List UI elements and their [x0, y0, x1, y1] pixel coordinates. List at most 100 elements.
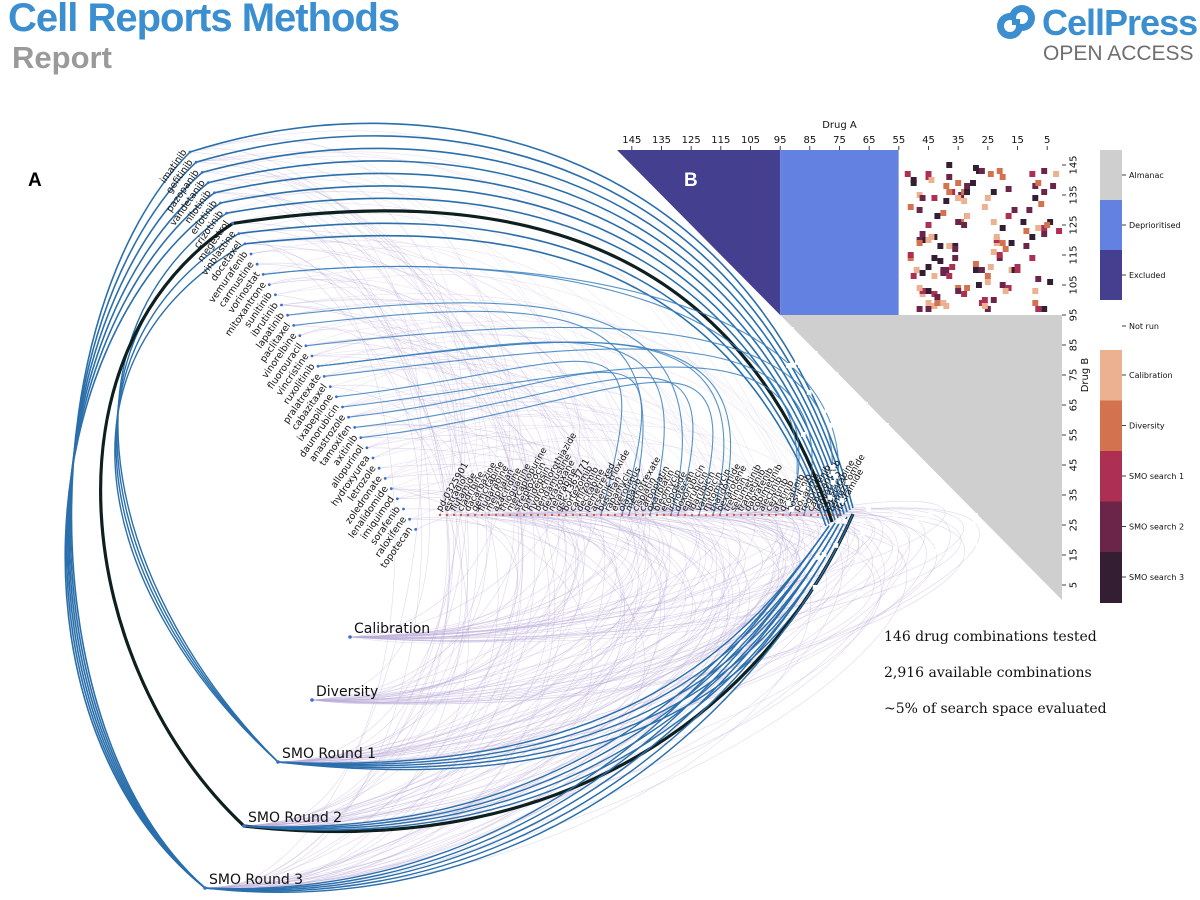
- faint-edge: [311, 514, 713, 704]
- hull-edge-top: [208, 160, 845, 515]
- tested-cell: [943, 267, 950, 273]
- legend-label: SMO search 3: [1129, 573, 1184, 582]
- drug-node: [292, 324, 296, 327]
- tested-cell: [984, 279, 991, 285]
- faint-edge: [385, 458, 651, 516]
- faint-edge: [379, 440, 798, 516]
- faint-edge: [349, 514, 633, 639]
- tested-cell: [907, 204, 914, 210]
- faint-edge: [243, 514, 843, 829]
- y-tick-label: 85: [1068, 339, 1079, 352]
- legend-swatch: [1100, 552, 1122, 603]
- faint-edge: [311, 320, 819, 516]
- not-run-cell: [860, 519, 866, 524]
- tested-cell: [1035, 225, 1042, 231]
- faint-edge: [349, 513, 788, 638]
- faint-edge: [349, 508, 821, 639]
- faint-edge: [204, 514, 781, 889]
- drug-node: [746, 513, 750, 517]
- tested-cell: [1035, 306, 1042, 312]
- drug-node: [564, 513, 568, 517]
- drug-node: [571, 513, 575, 517]
- not-run-cell: [842, 519, 848, 524]
- round-label: SMO Round 3: [209, 872, 303, 888]
- faint-edge: [277, 512, 856, 763]
- hull-edge-bottom: [204, 522, 836, 890]
- faint-edge: [360, 398, 497, 516]
- x-tick-label: 115: [711, 135, 730, 146]
- y-tick-label: 25: [1068, 519, 1079, 532]
- round-label: SMO Round 1: [282, 746, 376, 762]
- not-run-cell: [973, 519, 978, 524]
- tested-cell: [978, 267, 985, 273]
- faint-edge: [277, 505, 795, 763]
- faint-edge: [349, 514, 903, 639]
- faint-edge: [204, 512, 783, 889]
- tested-cell: [1029, 171, 1036, 177]
- drug-node: [452, 513, 456, 517]
- stat-available: 2,916 available combinations: [884, 665, 1092, 681]
- drug-node: [347, 415, 350, 419]
- not-run-cell: [797, 363, 803, 368]
- legend-swatch: [1100, 451, 1122, 502]
- tested-cell: [996, 252, 1003, 258]
- hull-edge-left: [114, 243, 279, 763]
- faint-edge: [281, 298, 637, 516]
- not-run-cell: [833, 543, 839, 548]
- tested-cell: [955, 219, 962, 225]
- round-labels: Calibration Diversity SMO Round 1 SMO Round…: [203, 621, 430, 890]
- not-run-cell: [934, 549, 940, 554]
- faint-edge: [226, 190, 532, 516]
- tested-cell: [1008, 240, 1015, 246]
- y-tick-label: 105: [1068, 275, 1079, 294]
- drug-node: [304, 344, 308, 348]
- hull-edge-bottom: [204, 519, 842, 891]
- tested-cell: [990, 297, 997, 303]
- not-run-cell: [789, 507, 794, 512]
- drug-node: [529, 513, 533, 517]
- tested-cell: [1041, 189, 1048, 195]
- tested-cell: [981, 297, 988, 303]
- not-run-cell: [999, 543, 1005, 548]
- faint-edge: [277, 514, 827, 764]
- tested-cell: [999, 282, 1006, 288]
- drug-node: [543, 513, 547, 517]
- not-run-cell: [792, 333, 797, 338]
- faint-edge: [277, 514, 784, 763]
- mid-edge: [348, 371, 643, 516]
- not-run-cell: [1032, 591, 1038, 596]
- tested-cell: [1047, 279, 1054, 285]
- not-run-cell: [1002, 561, 1008, 566]
- round-node: [203, 886, 207, 890]
- not-run-cell: [975, 582, 981, 587]
- tested-cell: [1026, 207, 1033, 213]
- faint-edge: [349, 514, 798, 639]
- tested-cell: [910, 273, 917, 279]
- legend-swatch: [1100, 150, 1122, 200]
- faint-edge: [269, 277, 448, 763]
- drug-node: [310, 354, 314, 358]
- tested-cell: [961, 291, 968, 297]
- drug-node: [711, 513, 715, 517]
- faint-edge: [277, 504, 805, 765]
- tested-cell: [984, 195, 991, 201]
- legend-label: Calibration: [1129, 371, 1173, 380]
- tested-cell: [999, 240, 1006, 246]
- tested-cell: [987, 264, 994, 270]
- tested-cell: [964, 183, 971, 189]
- tested-cell: [934, 213, 941, 219]
- drug-node: [459, 513, 463, 517]
- drug-node: [414, 528, 418, 531]
- faint-edge: [243, 514, 873, 829]
- tested-cell: [1002, 246, 1009, 252]
- faint-edge: [311, 503, 788, 704]
- drug-node: [816, 513, 820, 517]
- not-run-cell: [978, 588, 984, 593]
- mid-edge: [305, 326, 833, 516]
- drug-node: [515, 513, 519, 517]
- not-run-cell: [821, 552, 827, 557]
- faint-edge: [204, 514, 812, 890]
- not-run-cell: [857, 591, 863, 596]
- legend-swatch: [1100, 350, 1122, 401]
- drug-node: [473, 513, 477, 517]
